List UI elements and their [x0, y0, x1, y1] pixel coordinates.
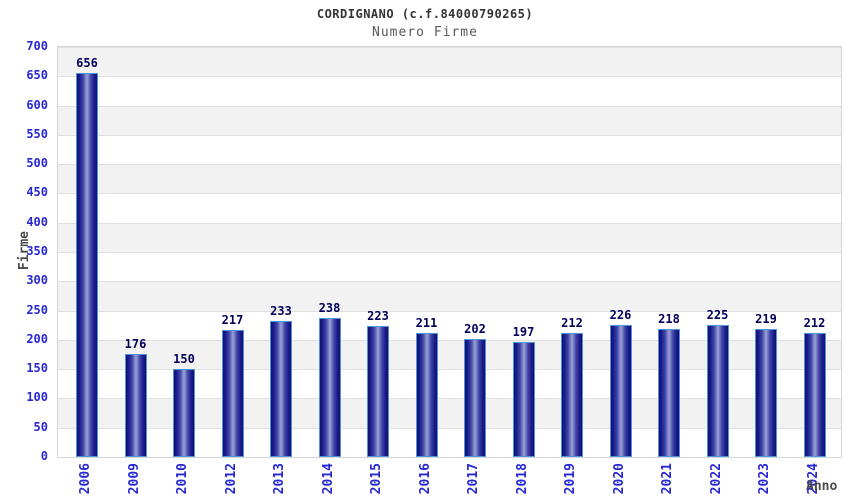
bar [367, 326, 389, 457]
x-tick-label: 2016 [417, 463, 433, 495]
y-tick-label: 0 [40, 449, 48, 463]
x-tick-label: 2006 [78, 463, 93, 495]
plot-band [58, 164, 841, 194]
x-tick-label: 2017 [466, 463, 481, 495]
bar [464, 338, 486, 457]
bar [755, 328, 777, 457]
bar [318, 317, 341, 457]
gridline [58, 193, 841, 195]
bar [803, 332, 826, 457]
plot-band [58, 134, 841, 165]
y-tick-label: 550 [26, 126, 48, 141]
gridline [58, 105, 841, 107]
plot-band [58, 193, 841, 223]
y-tick-label: 450 [26, 185, 48, 200]
y-tick-label: 300 [26, 273, 48, 288]
y-tick-label: 650 [26, 68, 48, 83]
bar-value-label: 656 [76, 55, 98, 70]
bar-value-label: 223 [367, 309, 389, 324]
bar [270, 320, 292, 457]
bar-value-label: 218 [658, 312, 680, 327]
x-tick-label: 2020 [611, 463, 627, 495]
gridline [58, 427, 841, 429]
gridline [58, 164, 841, 166]
bar [124, 353, 147, 457]
y-tick-label: 700 [26, 39, 48, 53]
bar [173, 369, 195, 457]
x-tick-label: 2009 [126, 463, 142, 495]
x-tick-label: 2012 [223, 463, 239, 495]
x-tick-label: 2015 [369, 463, 384, 495]
x-tick-label: 2018 [514, 463, 530, 495]
x-tick-label: 2021 [660, 463, 675, 495]
bar-value-label: 233 [270, 303, 292, 318]
plot-band [58, 76, 841, 106]
y-axis-title: Firme [17, 231, 32, 271]
bar [221, 329, 244, 457]
bar-value-label: 176 [124, 336, 147, 351]
bar-value-label: 212 [803, 315, 826, 330]
bar-value-label: 197 [512, 324, 535, 339]
bar-value-label: 212 [561, 315, 583, 330]
bar-value-label: 226 [609, 307, 632, 322]
bar [706, 325, 729, 457]
bar [76, 72, 98, 457]
plot-band [58, 105, 841, 135]
bar [512, 341, 535, 457]
bar-value-label: 211 [415, 316, 438, 331]
gridline [58, 369, 841, 371]
y-tick-label: 200 [26, 331, 48, 346]
gridline [58, 310, 841, 312]
bar-value-label: 238 [318, 300, 341, 315]
plot-band [58, 47, 841, 77]
chart-title: CORDIGNANO (c.f.84000790265) [316, 7, 534, 21]
y-tick-label: 350 [26, 244, 48, 258]
gridline [58, 281, 841, 283]
y-tick-label: 50 [33, 419, 48, 434]
y-tick-label: 600 [26, 97, 48, 112]
gridline [58, 222, 841, 224]
plot-band [58, 222, 841, 252]
y-tick-label: 400 [26, 214, 48, 229]
bar-value-label: 225 [706, 308, 729, 323]
x-axis-title: Anno [806, 479, 838, 494]
bar-value-label: 219 [755, 311, 777, 326]
bar [561, 332, 583, 457]
bar-value-label: 217 [221, 312, 244, 327]
gridline [58, 76, 841, 78]
bar-value-label: 202 [464, 321, 486, 336]
bar-value-label: 150 [173, 352, 195, 367]
y-tick-label: 100 [26, 390, 48, 405]
bar [658, 329, 680, 457]
gridline [58, 134, 841, 136]
x-tick-label: 2022 [708, 463, 724, 495]
plot-area: 656 176 150 217 233 238 223 211 202 197 212 226 218 2… [57, 46, 842, 458]
bar [609, 324, 632, 457]
plot-band [58, 252, 841, 282]
gridline [58, 252, 841, 253]
x-tick-label: 2019 [563, 463, 578, 495]
y-tick-label: 250 [26, 302, 48, 317]
gridline [58, 398, 841, 400]
plot-band [58, 281, 841, 311]
bar [415, 333, 438, 457]
x-tick-label: 2010 [175, 463, 190, 495]
gridline [58, 47, 841, 48]
x-tick-label: 2013 [272, 463, 287, 495]
chart-subtitle: Numero Firme [372, 25, 478, 40]
y-tick-label: 150 [26, 361, 48, 376]
y-tick-label: 500 [26, 156, 48, 171]
x-tick-label: 2023 [757, 463, 772, 495]
gridline [58, 339, 841, 341]
x-tick-label: 2014 [320, 463, 336, 495]
